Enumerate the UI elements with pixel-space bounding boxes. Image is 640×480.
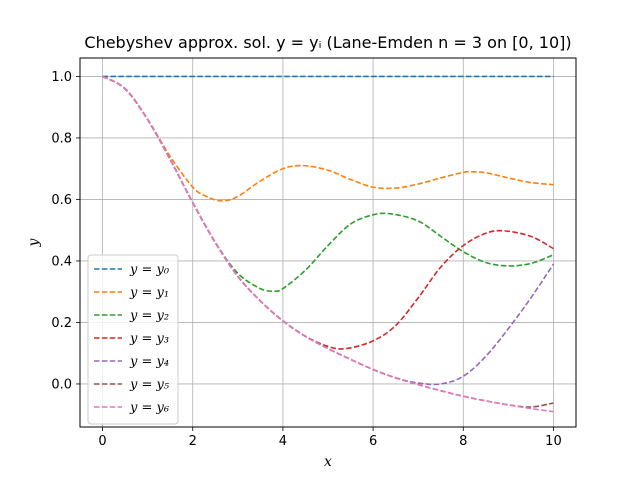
legend-entry: y = y₀ [129,263,170,278]
y-axis-label: y [26,237,42,247]
series-line-2 [102,75,554,293]
legend-entry: y = y₄ [129,355,169,370]
chart-title: Chebyshev approx. sol. y = yᵢ (Lane-Emde… [84,33,571,52]
y-tick-label: 0.0 [51,377,72,392]
x-axis-label: x [324,454,332,470]
series-line-6 [102,75,554,413]
x-tick-label: 2 [189,434,197,449]
legend-entry: y = y₃ [129,332,169,347]
x-tick-label: 0 [98,434,106,449]
y-tick-label: 0.2 [51,316,72,331]
series-line-3 [102,75,554,350]
legend-entry: y = y₆ [129,401,169,416]
series-line-1 [102,75,554,202]
y-tick-label: 1.0 [51,70,72,85]
series-line-4 [102,75,555,386]
x-tick-label: 10 [545,434,562,449]
ticks: 0 2 4 6 8 10 0.0 0.2 0.4 0.6 0.8 1.0 [51,70,561,449]
legend-box [87,254,179,425]
y-tick-label: 0.4 [51,254,72,269]
x-tick-label: 8 [459,434,467,449]
legend-entry: y = y₁ [129,286,169,301]
plot-frame [79,57,577,428]
legend: y = y₀ y = y₁ y = y₂ y = y₃ y = y₄ y = y₅ y = … [87,254,179,425]
x-tick-label: 4 [279,434,287,449]
y-tick-label: 0.8 [51,131,72,146]
y-tick-label: 0.6 [51,193,72,208]
series-lines [102,75,555,413]
x-tick-label: 6 [369,434,377,449]
legend-entry: y = y₅ [129,378,170,393]
legend-entry: y = y₂ [129,309,169,324]
